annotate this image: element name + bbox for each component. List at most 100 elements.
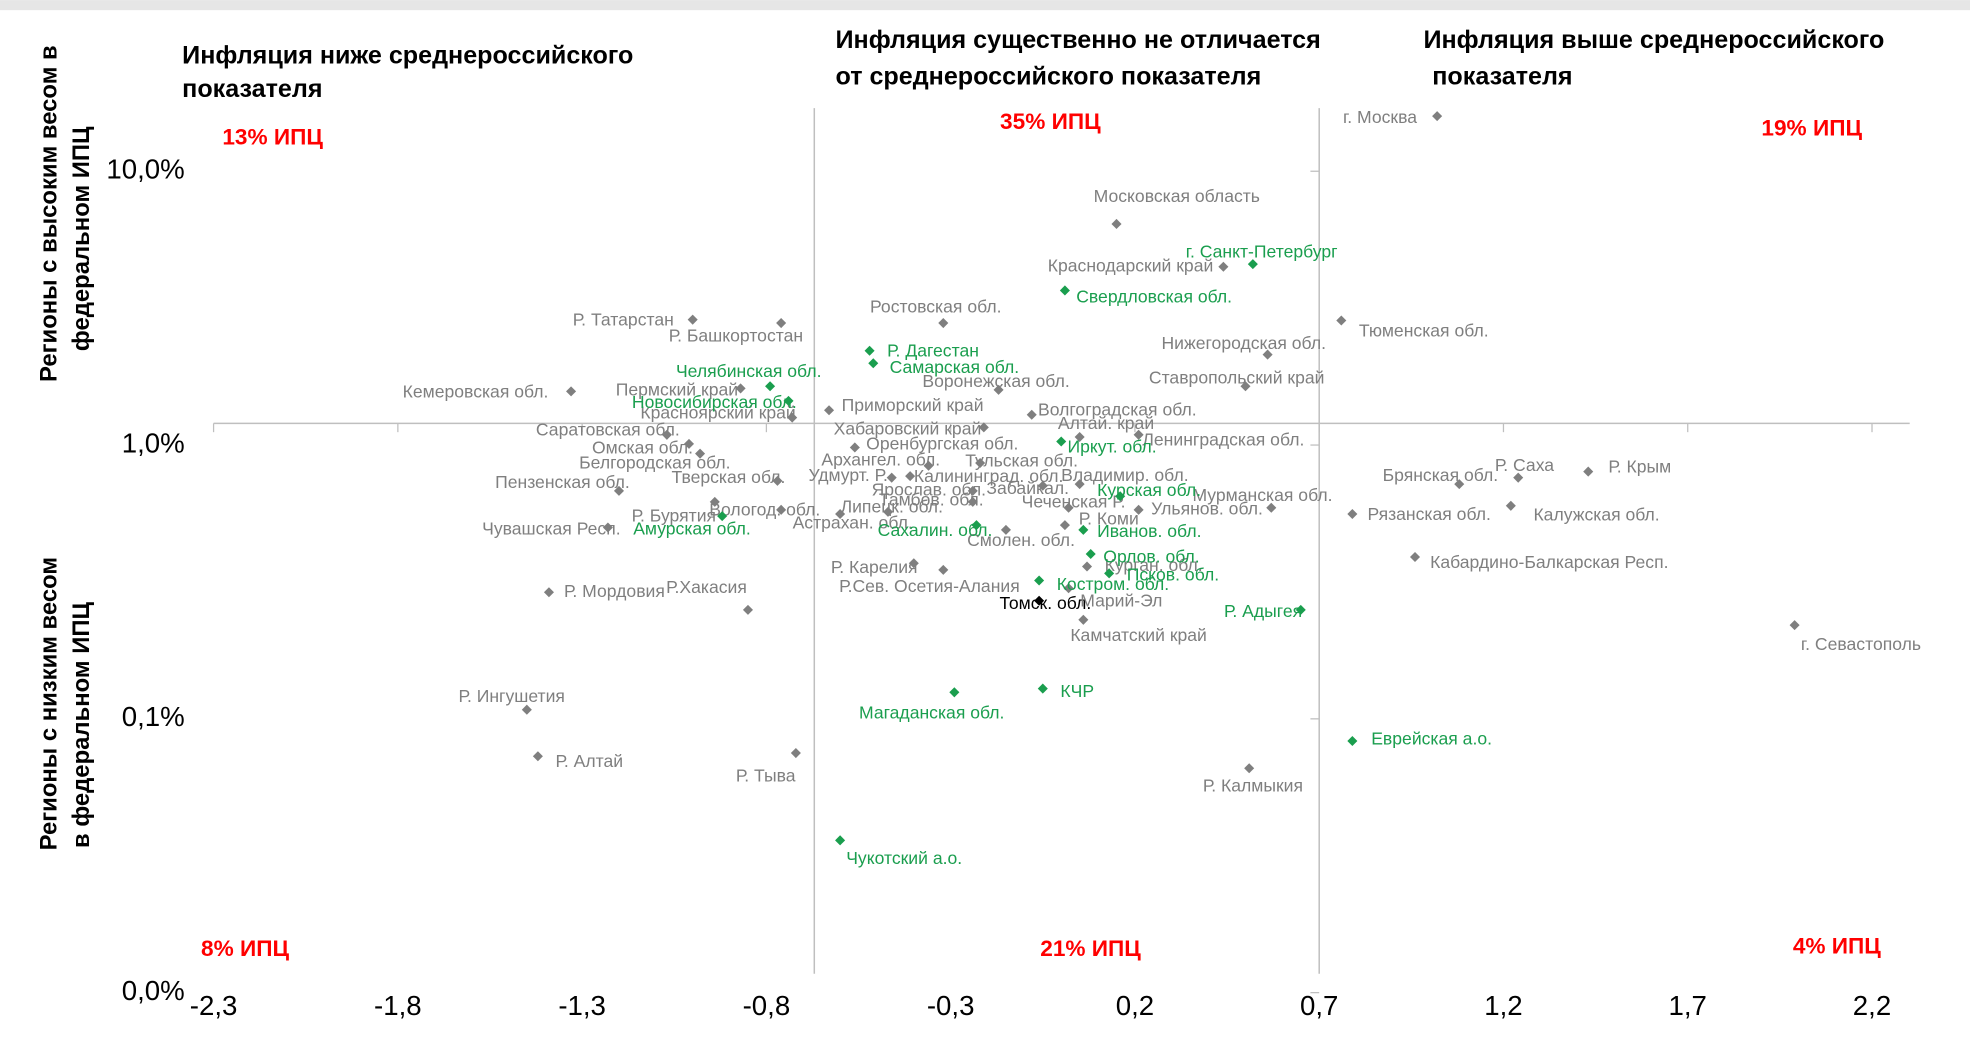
point xyxy=(905,471,916,482)
point xyxy=(967,496,978,507)
point xyxy=(1081,561,1093,572)
point-label: Курская обл. xyxy=(1097,480,1201,500)
y-axis-label: федеральном ИПЦ xyxy=(68,126,95,351)
point-label: Камчатский край xyxy=(1070,625,1207,645)
point-label: Кемеровская обл. xyxy=(403,381,549,401)
point xyxy=(1104,568,1115,579)
point xyxy=(1409,551,1421,563)
x-tick-label: 1,2 xyxy=(1484,990,1522,1021)
point-label: Р. Дагестан xyxy=(887,341,979,361)
point-label: Марий-Эл xyxy=(1080,591,1162,611)
y-tick-label: 0,1% xyxy=(122,701,185,732)
point xyxy=(602,522,613,533)
x-tick-label: -2,3 xyxy=(190,990,238,1021)
x-tick-label: -0,8 xyxy=(743,990,791,1021)
point xyxy=(882,506,894,517)
point xyxy=(993,384,1004,395)
point-label: Р. Мордовия xyxy=(564,581,665,601)
share-label: 13% ИПЦ xyxy=(222,124,323,149)
y-tick-label: 1,0% xyxy=(122,427,185,458)
point-label: Иванов. обл. xyxy=(1097,521,1201,541)
point-label: Еврейская а.о. xyxy=(1371,728,1492,748)
share-label: 21% ИПЦ xyxy=(1040,936,1141,961)
point xyxy=(1026,409,1037,420)
share-label: 8% ИПЦ xyxy=(201,936,289,961)
point xyxy=(835,835,846,846)
point xyxy=(908,558,919,569)
point-label: Омская обл. xyxy=(592,438,693,458)
point xyxy=(1034,595,1045,606)
point xyxy=(1133,504,1144,515)
point-label: Забайкал. xyxy=(986,478,1069,498)
point-label: Амурская обл. xyxy=(633,519,751,539)
point-label: Р.Хакасия xyxy=(666,577,747,597)
point xyxy=(1059,285,1070,296)
point-label: Свердловская обл. xyxy=(1076,287,1232,307)
point-label: Владимир. обл. xyxy=(1061,465,1188,485)
point-label: Ставропольский край xyxy=(1149,367,1325,387)
point-label: Вологод. обл. xyxy=(709,500,820,520)
point-label: Ульянов. обл. xyxy=(1151,498,1263,518)
point xyxy=(868,358,879,369)
point xyxy=(1056,436,1067,447)
point xyxy=(971,520,982,531)
point-label: Р. Алтай xyxy=(555,751,623,771)
y-axis-label: Регионы с высоким весом в xyxy=(36,45,63,382)
point xyxy=(765,381,776,392)
point-label: Смолен. обл. xyxy=(967,530,1075,550)
x-tick-label: -1,8 xyxy=(374,990,422,1021)
point xyxy=(787,412,798,423)
point-label: Р. Саха xyxy=(1495,455,1554,475)
point xyxy=(938,318,949,329)
point-label: Хабаровский край xyxy=(834,419,982,439)
point-label: Орлов. обл. xyxy=(1103,546,1199,566)
quadrant-header: показателя xyxy=(1432,63,1572,91)
point-label: Самарская обл. xyxy=(890,357,1020,377)
point xyxy=(566,386,577,397)
point-label: Р. Бурятия xyxy=(632,506,716,526)
point xyxy=(521,704,532,715)
x-tick-label: 0,2 xyxy=(1116,990,1154,1021)
point-label: Брянская обл. xyxy=(1383,465,1499,485)
point xyxy=(1078,524,1089,535)
point-label: Ленинградская обл. xyxy=(1142,430,1304,450)
point-label: Магаданская обл. xyxy=(859,702,1004,722)
point-label: Курган. обл. xyxy=(1105,555,1203,575)
point-label: Пермский край xyxy=(616,380,738,400)
point xyxy=(886,472,897,483)
point xyxy=(1347,735,1358,747)
point xyxy=(709,496,720,507)
y-tick-label: 10,0% xyxy=(106,154,184,185)
point xyxy=(695,448,706,459)
x-tick-label: 0,7 xyxy=(1300,990,1338,1021)
point-label: Чувашская Респ. xyxy=(482,519,621,539)
point xyxy=(776,318,787,329)
top-band xyxy=(0,0,1970,11)
share-label: 19% ИПЦ xyxy=(1761,115,1862,140)
point-label: Томск. обл. xyxy=(1000,593,1092,613)
point xyxy=(1244,763,1255,774)
point xyxy=(849,442,860,453)
point xyxy=(790,748,801,759)
point xyxy=(1432,111,1443,122)
point xyxy=(735,383,746,394)
point xyxy=(967,485,978,496)
point-label: КЧР xyxy=(1060,681,1094,701)
point xyxy=(1034,575,1045,586)
point-label: Р. Башкортостан xyxy=(669,326,803,346)
point xyxy=(1059,520,1070,531)
point xyxy=(532,751,543,762)
point xyxy=(1583,466,1594,477)
quadrant-header: Инфляция существенно не отличается xyxy=(835,26,1320,54)
point xyxy=(938,564,949,575)
point-label: Калужская обл. xyxy=(1533,504,1659,524)
point-label: Архангел. обл. xyxy=(821,449,940,469)
point-label: Р. Татарстан xyxy=(573,310,674,330)
point-label: г. Севастополь xyxy=(1801,634,1921,654)
point-label: Московская область xyxy=(1094,186,1260,206)
point-label: Чукотский а.о. xyxy=(846,848,962,868)
point xyxy=(613,485,625,496)
point xyxy=(1133,429,1144,440)
point-label: Тульская обл. xyxy=(965,450,1078,470)
